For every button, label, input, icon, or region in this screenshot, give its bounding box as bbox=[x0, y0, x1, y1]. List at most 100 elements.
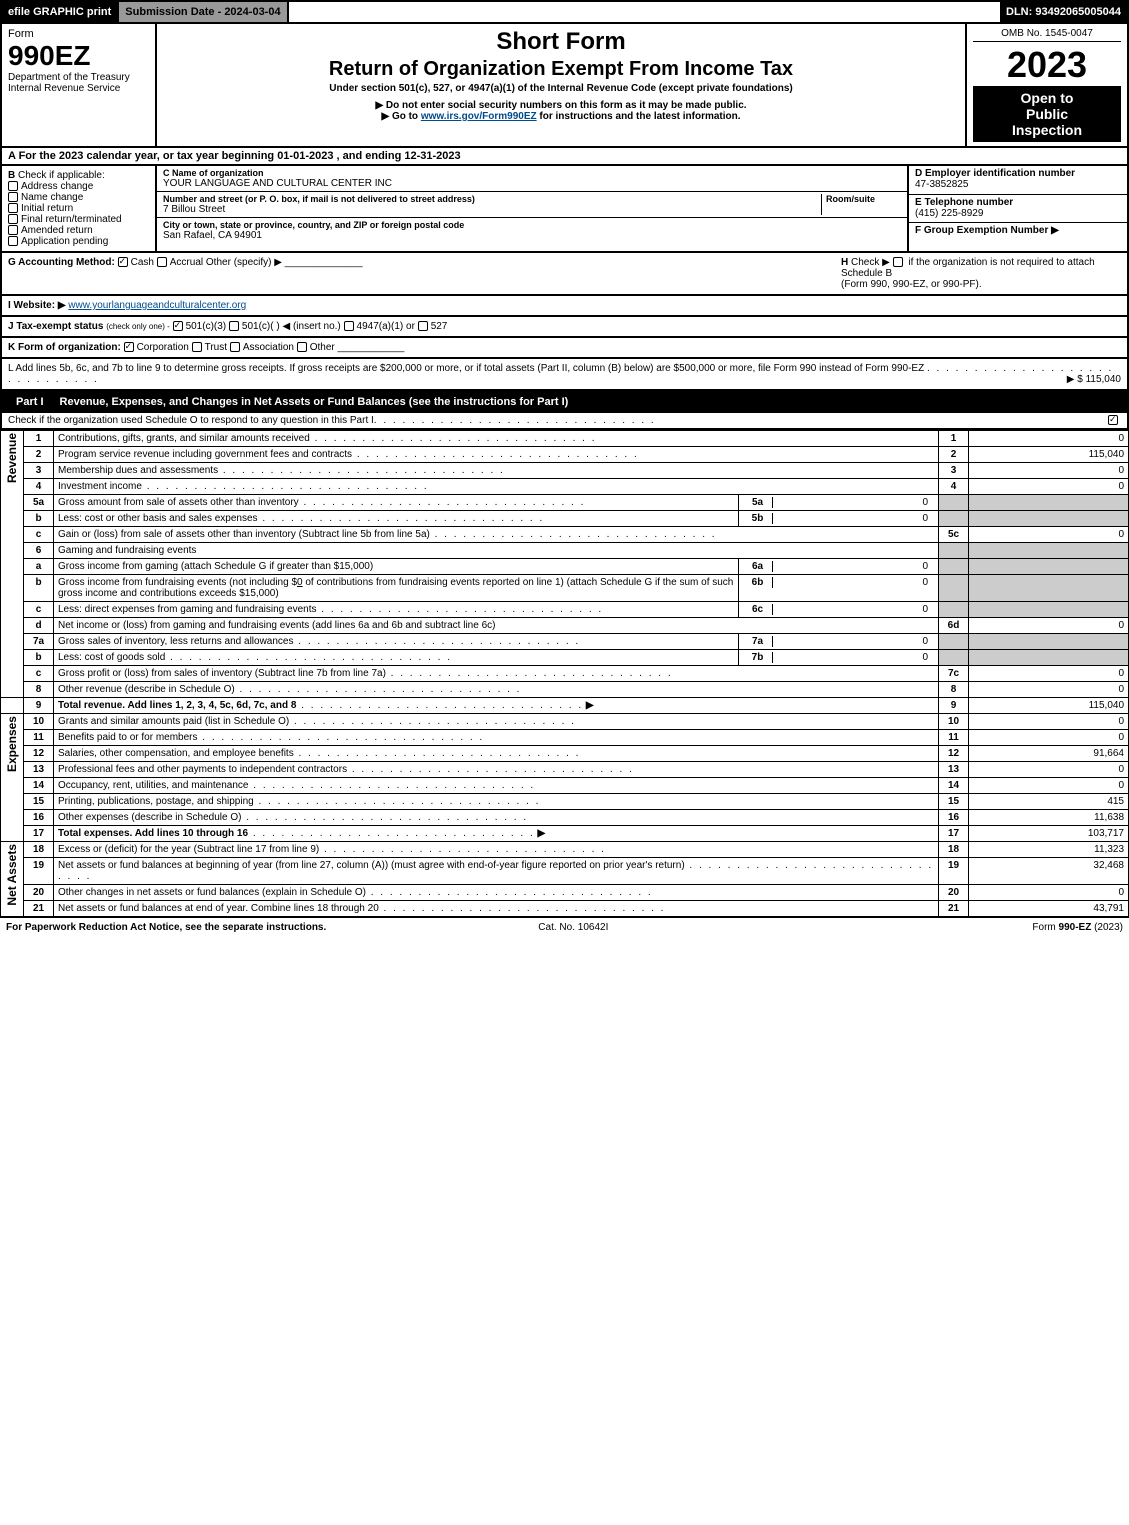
k-label: K Form of organization: bbox=[8, 342, 121, 353]
line-num-4: 4 bbox=[24, 479, 54, 495]
dots-5a bbox=[299, 497, 586, 508]
line-num-3: 3 bbox=[24, 463, 54, 479]
box-9: 9 bbox=[939, 698, 969, 714]
amt-11: 0 bbox=[969, 730, 1129, 746]
section-k: K Form of organization: Corporation Trus… bbox=[0, 338, 1129, 359]
shaded-amt-6b bbox=[969, 575, 1129, 602]
chk-other-org[interactable] bbox=[297, 342, 307, 352]
inner-amt-5a: 0 bbox=[773, 497, 934, 508]
line-num-6b: b bbox=[24, 575, 54, 602]
box-19: 19 bbox=[939, 858, 969, 885]
inner-amt-6c: 0 bbox=[773, 604, 934, 615]
line-num-10: 10 bbox=[24, 714, 54, 730]
chk-cash[interactable] bbox=[118, 257, 128, 267]
box-21: 21 bbox=[939, 901, 969, 917]
chk-accrual[interactable] bbox=[157, 257, 167, 267]
box-15: 15 bbox=[939, 794, 969, 810]
line-num-6: 6 bbox=[24, 543, 54, 559]
footer-right-bold: 990-EZ bbox=[1059, 922, 1092, 933]
amt-5c: 0 bbox=[969, 527, 1129, 543]
dots-12 bbox=[294, 748, 581, 759]
c-label: C Name of organization bbox=[163, 168, 901, 178]
chk-amended-return[interactable] bbox=[8, 225, 18, 235]
j-label: J Tax-exempt status bbox=[8, 321, 103, 332]
chk-corporation[interactable] bbox=[124, 342, 134, 352]
chk-initial-return[interactable] bbox=[8, 203, 18, 213]
chk-4947[interactable] bbox=[344, 321, 354, 331]
opt-501c3: 501(c)(3) bbox=[186, 321, 227, 332]
section-l: L Add lines 5b, 6c, and 7b to line 9 to … bbox=[0, 359, 1129, 391]
line-20-desc: Other changes in net assets or fund bala… bbox=[58, 887, 366, 898]
chk-association[interactable] bbox=[230, 342, 240, 352]
line-14-desc: Occupancy, rent, utilities, and maintena… bbox=[58, 780, 248, 791]
d-label: D Employer identification number bbox=[915, 168, 1075, 179]
line-num-15: 15 bbox=[24, 794, 54, 810]
chk-name-change[interactable] bbox=[8, 192, 18, 202]
box-7c: 7c bbox=[939, 666, 969, 682]
open-line3: Inspection bbox=[977, 122, 1117, 138]
dots-part1 bbox=[374, 415, 656, 426]
line-6-desc: Gaming and fundraising events bbox=[58, 545, 196, 556]
expenses-side-label: Expenses bbox=[5, 716, 19, 772]
chk-501c3[interactable] bbox=[173, 321, 183, 331]
dots-8 bbox=[235, 684, 522, 695]
efile-label[interactable]: efile GRAPHIC print bbox=[2, 2, 119, 22]
line-15-desc: Printing, publications, postage, and shi… bbox=[58, 796, 254, 807]
chk-trust[interactable] bbox=[192, 342, 202, 352]
opt-name-change: Name change bbox=[21, 192, 83, 203]
box-6d: 6d bbox=[939, 618, 969, 634]
irs-link[interactable]: www.irs.gov/Form990EZ bbox=[421, 111, 537, 122]
line-7a-desc: Gross sales of inventory, less returns a… bbox=[58, 636, 293, 647]
part1-check-row: Check if the organization used Schedule … bbox=[2, 413, 1127, 428]
amt-4: 0 bbox=[969, 479, 1129, 495]
line-10-desc: Grants and similar amounts paid (list in… bbox=[58, 716, 289, 727]
line-num-9: 9 bbox=[24, 698, 54, 714]
line-6d-desc: Net income or (loss) from gaming and fun… bbox=[58, 620, 495, 631]
city-label: City or town, state or province, country… bbox=[163, 220, 901, 230]
box-2: 2 bbox=[939, 447, 969, 463]
shaded-amt-7b bbox=[969, 650, 1129, 666]
opt-cash: Cash bbox=[131, 257, 154, 268]
amt-3: 0 bbox=[969, 463, 1129, 479]
line-num-12: 12 bbox=[24, 746, 54, 762]
short-form-title: Short Form bbox=[163, 28, 959, 56]
amt-9: 115,040 bbox=[969, 698, 1129, 714]
opt-corporation: Corporation bbox=[137, 342, 189, 353]
addr-label: Number and street (or P. O. box, if mail… bbox=[163, 194, 821, 204]
amt-8: 0 bbox=[969, 682, 1129, 698]
chk-final-return[interactable] bbox=[8, 214, 18, 224]
footer-right: Form 990-EZ (2023) bbox=[1032, 922, 1123, 933]
dots-15 bbox=[254, 796, 541, 807]
website-link[interactable]: www.yourlanguageandculturalcenter.org bbox=[68, 300, 246, 311]
chk-schedule-b[interactable] bbox=[893, 257, 903, 267]
line-num-6d: d bbox=[24, 618, 54, 634]
chk-501c[interactable] bbox=[229, 321, 239, 331]
box-17: 17 bbox=[939, 826, 969, 842]
footer-catno: Cat. No. 10642I bbox=[538, 922, 608, 933]
section-b-container: B Check if applicable: Address change Na… bbox=[0, 166, 1129, 253]
dots-5c bbox=[430, 529, 717, 540]
chk-address-change[interactable] bbox=[8, 181, 18, 191]
line-7b-desc: Less: cost of goods sold bbox=[58, 652, 165, 663]
opt-other-specify: Other (specify) ▶ bbox=[206, 257, 282, 268]
dots-2 bbox=[352, 449, 639, 460]
footer-right-pre: Form bbox=[1032, 922, 1058, 933]
dots-21 bbox=[379, 903, 666, 914]
goto-pre: ▶ Go to bbox=[381, 111, 420, 122]
box-10: 10 bbox=[939, 714, 969, 730]
amt-13: 0 bbox=[969, 762, 1129, 778]
chk-527[interactable] bbox=[418, 321, 428, 331]
insert-no: ◀ (insert no.) bbox=[283, 321, 341, 332]
chk-application-pending[interactable] bbox=[8, 236, 18, 246]
opt-other-org: Other bbox=[310, 342, 335, 353]
netassets-side-label: Net Assets bbox=[5, 844, 19, 906]
submission-date: Submission Date - 2024-03-04 bbox=[119, 2, 288, 22]
shaded-7b bbox=[939, 650, 969, 666]
i-label: I Website: ▶ bbox=[8, 300, 66, 311]
chk-schedule-o[interactable] bbox=[1108, 415, 1118, 425]
dots-10 bbox=[289, 716, 576, 727]
open-line2: Public bbox=[977, 106, 1117, 122]
section-a: A For the 2023 calendar year, or tax yea… bbox=[0, 148, 1129, 166]
dots-7c bbox=[386, 668, 673, 679]
amt-21: 43,791 bbox=[969, 901, 1129, 917]
